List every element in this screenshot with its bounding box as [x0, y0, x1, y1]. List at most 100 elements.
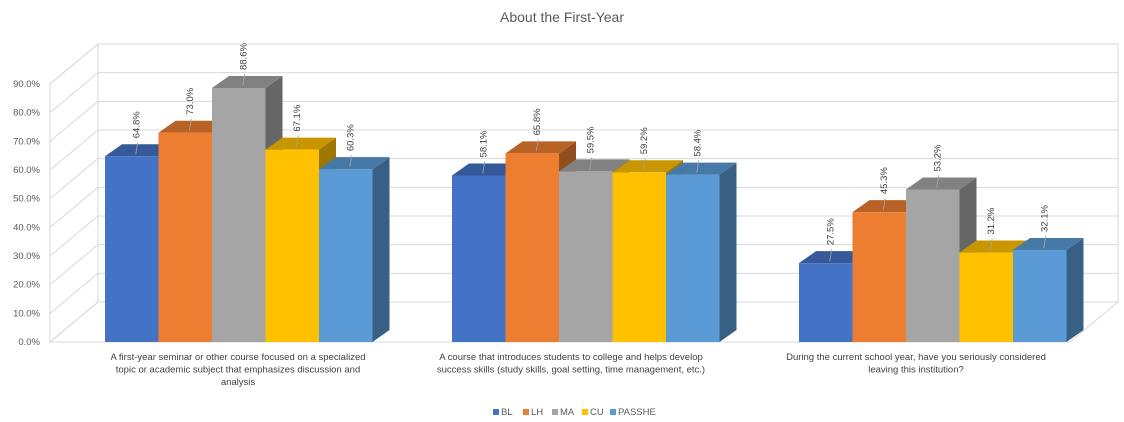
- data-label-bl-2: 58.1%: [479, 130, 490, 174]
- bar-top-face: [799, 251, 870, 264]
- data-label: 59.5%: [586, 126, 597, 153]
- y-tick-label: 10.0%: [13, 308, 40, 319]
- gridline: [49, 215, 1118, 257]
- data-label-passhe-1: 60.3%: [346, 124, 357, 168]
- bar-passhe-3: [1013, 237, 1084, 342]
- bar-top-face: [612, 160, 683, 173]
- leader-line: [1043, 235, 1047, 249]
- category-label: A first-year seminar or other course foc…: [110, 352, 365, 388]
- data-label-passhe-3: 32.1%: [1040, 204, 1051, 249]
- data-label: 58.1%: [479, 130, 490, 157]
- gridline: [49, 43, 1118, 85]
- leader-line: [349, 155, 353, 168]
- legend-label: CU: [590, 407, 604, 418]
- bar-front-face: [666, 174, 720, 342]
- gridlines: [49, 43, 1118, 343]
- legend-item-lh: LH: [523, 407, 543, 418]
- bar-top-face: [666, 162, 737, 175]
- leader-line: [989, 238, 993, 251]
- bar-front-face: [852, 212, 906, 342]
- legend-label: MA: [560, 407, 575, 418]
- bar-side-face: [372, 157, 390, 342]
- legend: BL LH MA CU PASSHE: [493, 407, 656, 418]
- x-axis-categories: A first-year seminar or other course foc…: [110, 352, 1045, 388]
- category-label-line: topic or academic subject that emphasize…: [116, 365, 361, 376]
- bar-front-face: [959, 252, 1013, 342]
- bar-side-face: [1066, 237, 1084, 342]
- data-label: 88.6%: [239, 43, 250, 70]
- leader-line: [135, 142, 139, 155]
- data-label-cu-1: 67.1%: [292, 104, 303, 148]
- data-label-passhe-2: 58.4%: [693, 129, 704, 173]
- legend-label: BL: [501, 407, 513, 418]
- category-label-line: leaving this institution?: [868, 365, 964, 376]
- bar-top-face: [959, 240, 1030, 253]
- legend-swatch: [582, 409, 588, 415]
- category-label-line: A course that introduces students to col…: [439, 352, 703, 363]
- bar-front-face: [452, 175, 506, 342]
- data-label-bl-3: 27.5%: [826, 218, 837, 262]
- data-label: 58.4%: [693, 129, 704, 156]
- bar-top-face: [559, 159, 630, 172]
- bar-front-face: [1013, 249, 1067, 342]
- bar-front-face: [799, 263, 853, 342]
- leader-line: [535, 139, 539, 152]
- gridline: [49, 244, 1118, 286]
- gridline: [49, 129, 1118, 171]
- bar-top-face: [906, 177, 977, 190]
- bar-passhe-2: [666, 162, 737, 342]
- bar-front-face: [319, 169, 373, 342]
- legend-label: PASSHE: [618, 407, 656, 418]
- category-label-line: analysis: [221, 377, 256, 388]
- data-label: 65.8%: [532, 108, 543, 135]
- data-labels: 64.8% 73.0% 88.6% 67.1% 60.3% 58.1% 65.8% 59.5%…: [132, 43, 1051, 262]
- bars: [105, 76, 1084, 342]
- legend-swatch: [523, 409, 529, 415]
- leader-line: [188, 118, 192, 131]
- category-label: During the current school year, have you…: [786, 352, 1046, 376]
- gridline: [49, 158, 1118, 200]
- legend-item-passhe: PASSHE: [610, 407, 656, 418]
- bar-top-face: [1013, 237, 1084, 250]
- data-label-lh-1: 73.0%: [185, 87, 196, 131]
- leader-line: [642, 158, 646, 171]
- data-label: 67.1%: [292, 104, 303, 131]
- bar-front-face: [212, 88, 266, 342]
- gridline: [49, 186, 1118, 228]
- legend-item-cu: CU: [582, 407, 604, 418]
- bar-front-face: [265, 149, 319, 342]
- bar-top-face: [319, 157, 390, 170]
- y-tick-label: 0.0%: [18, 337, 40, 348]
- data-label-ma-1: 88.6%: [239, 43, 250, 87]
- leader-line: [589, 157, 593, 170]
- y-tick-label: 30.0%: [13, 251, 40, 262]
- y-tick-label: 40.0%: [13, 222, 40, 233]
- bar-front-face: [105, 156, 159, 342]
- gridline: [49, 100, 1118, 142]
- bar-front-face: [505, 153, 559, 342]
- leader-line: [295, 135, 299, 148]
- data-label: 73.0%: [185, 87, 196, 114]
- data-label: 45.3%: [879, 167, 890, 194]
- y-tick-label: 80.0%: [13, 108, 40, 119]
- bar-top-face: [105, 144, 176, 157]
- y-axis: 0.0% 10.0% 20.0% 30.0% 40.0% 50.0% 60.0% 70.0% 8…: [13, 79, 40, 348]
- bar-top-face: [452, 163, 523, 176]
- bar-top-face: [852, 200, 923, 213]
- data-label: 59.2%: [639, 127, 650, 154]
- leader-line: [882, 198, 886, 211]
- gridline: [49, 72, 1118, 114]
- legend-swatch: [610, 409, 616, 415]
- data-label-lh-3: 45.3%: [879, 167, 890, 211]
- chart-title: About the First-Year: [500, 9, 624, 25]
- data-label: 64.8%: [132, 111, 143, 138]
- data-label: 27.5%: [826, 218, 837, 245]
- y-tick-label: 60.0%: [13, 165, 40, 176]
- data-label: 60.3%: [346, 124, 357, 151]
- bar-front-face: [559, 171, 613, 342]
- data-label-bl-1: 64.8%: [132, 111, 143, 155]
- leader-line: [242, 73, 246, 87]
- data-label-cu-3: 31.2%: [986, 207, 997, 251]
- data-label: 32.1%: [1040, 204, 1051, 231]
